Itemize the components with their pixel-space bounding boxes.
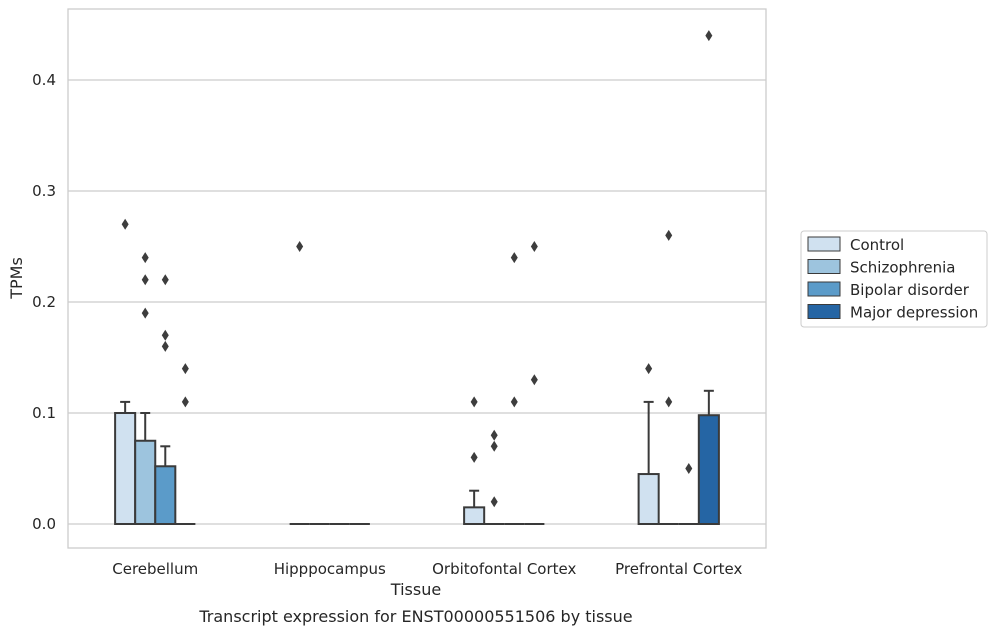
bar <box>114 412 137 525</box>
legend-label: Schizophrenia <box>850 259 955 277</box>
outlier-point <box>181 363 189 375</box>
outlier-point <box>685 463 693 474</box>
outlier-point <box>161 329 169 341</box>
chart-caption: Transcript expression for ENST0000055150… <box>198 607 632 626</box>
outlier-point <box>470 396 478 408</box>
whiskers <box>120 389 714 508</box>
outlier-point <box>665 229 673 241</box>
y-tick-label: 0.4 <box>32 71 56 89</box>
outlier-point <box>470 451 478 463</box>
plot-frame <box>67 8 767 549</box>
outlier-point <box>161 274 169 286</box>
legend-label: Control <box>850 236 904 254</box>
y-tick-label: 0.2 <box>32 293 56 311</box>
y-tick-labels: 0.0 0.1 0.2 0.3 0.4 <box>32 71 56 533</box>
outlier-point <box>490 429 498 441</box>
x-tick-label: Orbitofontal Cortex <box>432 560 576 578</box>
outlier-point <box>490 440 498 452</box>
legend-swatch <box>807 259 841 274</box>
outlier-point <box>665 396 673 408</box>
outlier-point <box>141 307 149 319</box>
bars <box>114 412 720 526</box>
y-axis-label: TPMs <box>7 257 26 300</box>
legend-label: Bipolar disorder <box>850 281 970 299</box>
outlier-point <box>141 274 149 286</box>
legend: Control Schizophrenia Bipolar disorder Majo… <box>800 230 988 328</box>
bar <box>463 506 486 526</box>
outlier-point <box>510 252 518 264</box>
legend-swatch <box>807 281 841 297</box>
legend-frame <box>800 230 988 328</box>
outlier-point <box>181 396 189 408</box>
x-tick-label: Cerebellum <box>112 560 198 578</box>
x-tick-label: Prefrontal Cortex <box>615 560 742 578</box>
y-tick-label: 0.1 <box>32 404 56 422</box>
outlier-point <box>161 340 169 352</box>
outlier-point <box>510 396 518 408</box>
y-tick-label: 0.3 <box>32 182 56 200</box>
outlier-point <box>645 363 653 375</box>
outlier-point <box>121 218 129 230</box>
x-axis-label: Tissue <box>390 580 441 599</box>
legend-swatch <box>807 304 841 319</box>
bar <box>154 465 177 525</box>
legend-label: Major depression <box>850 304 978 322</box>
outlier-point <box>705 30 713 42</box>
gridlines <box>68 79 766 525</box>
bar <box>134 439 157 525</box>
outlier-point <box>141 252 149 264</box>
bar <box>637 473 660 525</box>
legend-swatch <box>807 236 841 252</box>
bar <box>697 414 720 525</box>
outliers <box>121 30 713 508</box>
y-tick-label: 0.0 <box>32 515 56 533</box>
outlier-point <box>296 241 304 252</box>
x-tick-labels: Cerebellum Hipppocampus Orbitofontal Corte… <box>112 560 742 578</box>
outlier-point <box>530 374 538 386</box>
outlier-point <box>490 496 498 508</box>
outlier-point <box>530 241 538 252</box>
x-tick-label: Hipppocampus <box>274 560 386 578</box>
